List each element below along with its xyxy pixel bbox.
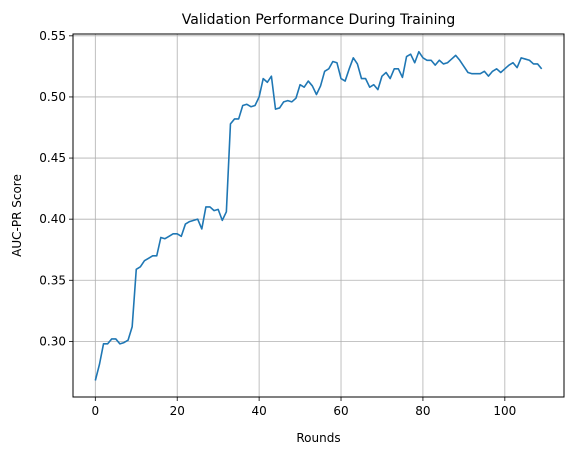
y-tick-label: 0.55 bbox=[39, 29, 66, 43]
plot-area-frame bbox=[72, 33, 565, 398]
y-tick-label: 0.35 bbox=[39, 273, 66, 287]
y-tick-label: 0.45 bbox=[39, 151, 66, 165]
x-tick-label: 20 bbox=[170, 404, 185, 418]
x-tick-label: 100 bbox=[493, 404, 516, 418]
chart-title: Validation Performance During Training bbox=[182, 12, 456, 28]
y-tick-label: 0.50 bbox=[39, 90, 66, 104]
x-tick-label: 40 bbox=[251, 404, 266, 418]
x-tick-label: 0 bbox=[91, 404, 99, 418]
y-tick-label: 0.30 bbox=[39, 334, 66, 348]
series-group bbox=[94, 50, 543, 381]
x-axis-label: Rounds bbox=[296, 431, 340, 445]
y-axis-label: AUC-PR Score bbox=[10, 174, 24, 257]
x-tick-label: 80 bbox=[415, 404, 430, 418]
series-line bbox=[94, 50, 543, 381]
y-tick-label: 0.40 bbox=[39, 212, 66, 226]
x-tick-label: 60 bbox=[333, 404, 348, 418]
axis-ticks: 0 20 40 60 80 100 0.30 0.35 0.40 0.45 0.50 0.55 bbox=[39, 29, 516, 418]
